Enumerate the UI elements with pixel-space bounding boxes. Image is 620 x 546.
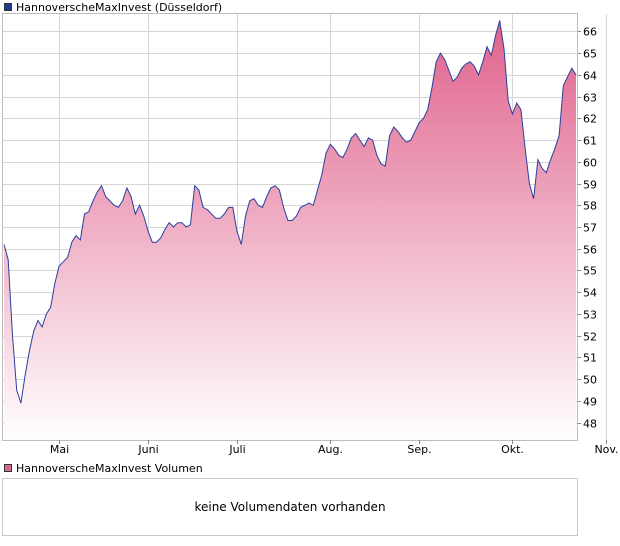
x-tick-label: Juli — [228, 443, 245, 456]
y-tick-label: 64 — [583, 70, 597, 83]
y-tick-label: 61 — [583, 135, 597, 148]
y-tick-label: 55 — [583, 265, 597, 278]
x-tick-label: Mai — [50, 443, 69, 456]
y-tick-label: 49 — [583, 396, 597, 409]
price-legend: HannoverscheMaxInvest (Düsseldorf) — [4, 0, 222, 14]
x-tick-label: Aug. — [318, 443, 343, 456]
x-tick-label: Okt. — [501, 443, 524, 456]
y-tick-label: 56 — [583, 244, 597, 257]
y-tick-label: 51 — [583, 352, 597, 365]
price-legend-swatch — [4, 3, 12, 11]
price-area-fill — [4, 20, 576, 440]
volume-legend-swatch — [4, 464, 12, 472]
volume-legend-label: HannoverscheMaxInvest Volumen — [16, 461, 203, 475]
no-volume-message: keine Volumendaten vorhanden — [194, 500, 386, 514]
price-legend-label: HannoverscheMaxInvest (Düsseldorf) — [16, 0, 223, 14]
price-line — [3, 20, 577, 404]
y-tick-label: 53 — [583, 309, 597, 322]
x-tick-label: Nov. — [594, 443, 618, 456]
y-tick-label: 65 — [583, 48, 597, 61]
y-tick-label: 60 — [583, 157, 597, 170]
volume-panel: keine Volumendaten vorhanden — [2, 478, 578, 536]
y-tick-label: 66 — [583, 26, 597, 39]
y-tick-label: 62 — [583, 113, 597, 126]
x-axis: MaiJuniJuliAug.Sep.Okt.Nov.Dez.Jan.Feb.M… — [50, 440, 619, 456]
y-tick-label: 59 — [583, 179, 597, 192]
y-tick-label: 58 — [583, 200, 597, 213]
y-axis: 48 49 50 51 52 53 54 55 56 57 58 59 60 61 62 63 64 65 66 — [578, 26, 597, 431]
x-tick-label: Sep. — [407, 443, 431, 456]
plot-border — [2, 13, 578, 441]
y-tick-label: 52 — [583, 331, 597, 344]
price-chart: 48 49 50 51 52 53 54 55 56 57 58 59 60 61 62 63 64 65 66 M… — [2, 13, 619, 456]
y-tick-label: 50 — [583, 374, 597, 387]
y-tick-label: 54 — [583, 287, 597, 300]
y-tick-label: 63 — [583, 92, 597, 105]
y-tick-label: 48 — [583, 418, 597, 431]
y-tick-label: 57 — [583, 222, 597, 235]
volume-legend: HannoverscheMaxInvest Volumen — [4, 461, 203, 475]
x-tick-label: Juni — [137, 443, 158, 456]
